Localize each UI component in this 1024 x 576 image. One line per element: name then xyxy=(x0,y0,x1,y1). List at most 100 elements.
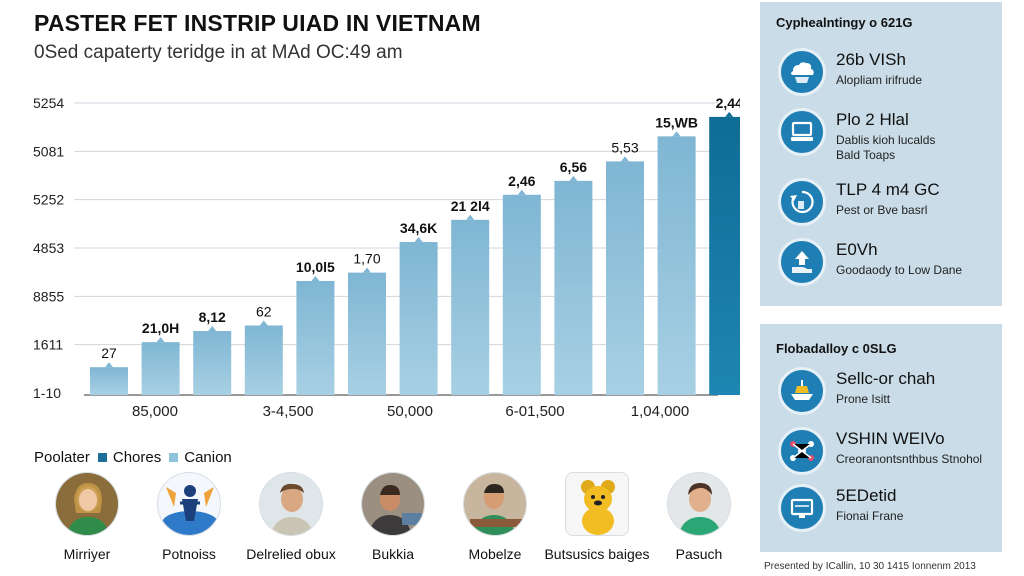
item-desc: Pest or Bve basrl xyxy=(836,203,928,217)
data-label: 5,53 xyxy=(611,139,638,155)
person-name: Mirriyer xyxy=(63,546,111,562)
data-label: 10,0l5 xyxy=(296,259,335,275)
person-card[interactable]: Bukkia xyxy=(338,470,448,562)
bar-marker xyxy=(621,156,629,162)
person-card[interactable]: Delrelied obux xyxy=(236,470,346,562)
bar-chart: 1-10 1611 8855 4853 5252 5081 5254 27 21,0H 8,12 6… xyxy=(33,95,740,420)
network-icon xyxy=(778,427,826,475)
bar xyxy=(348,272,386,395)
info-item[interactable]: Sellc-or chah Prone Isitt xyxy=(778,367,1000,419)
person-card[interactable]: Potnoiss xyxy=(134,470,244,562)
person-photo-icon xyxy=(259,472,323,536)
chart-legend: Poolater Chores Canion xyxy=(34,449,232,466)
recycle-hand-icon xyxy=(778,178,826,226)
bar-marker xyxy=(414,237,423,243)
data-label: 6,56 xyxy=(560,159,587,175)
data-label: 8,12 xyxy=(199,309,226,325)
item-desc-line: Dablis kioh lucalds xyxy=(836,133,936,147)
bar-marker xyxy=(672,131,681,137)
data-label: 2,44 xyxy=(716,95,740,111)
bar xyxy=(296,280,335,395)
person-card[interactable]: Butsusics baiges xyxy=(542,470,652,562)
info-item[interactable]: 5EDetid Fionai Frane xyxy=(778,484,1000,536)
data-label: 21 2l4 xyxy=(451,198,490,214)
info-item[interactable]: Plo 2 Hlal Dablis kioh lucalds Bald Toap… xyxy=(778,108,1000,162)
info-panel-bottom: Flobadalloy c 0SLG Sellc-or chah Prone I… xyxy=(760,324,1002,552)
bar xyxy=(709,116,740,396)
info-item[interactable]: 26b VISh Alopliam irifrude xyxy=(778,48,1000,100)
data-label: 1,70 xyxy=(353,251,380,267)
person-photo-icon xyxy=(361,472,425,536)
cloud-hand-icon xyxy=(778,48,826,96)
info-item[interactable]: TLP 4 m4 GC Pest or Bve basrl xyxy=(778,178,1000,230)
y-tick-label: 4853 xyxy=(33,240,64,256)
bar xyxy=(399,242,438,395)
data-label: 62 xyxy=(256,303,272,319)
person-card[interactable]: Mirriyer xyxy=(32,470,142,562)
person-card[interactable]: Mobelze xyxy=(440,470,550,562)
item-desc: Fionai Frane xyxy=(836,509,904,523)
info-item[interactable]: E0Vh Goodaody to Low Dane xyxy=(778,238,1000,290)
bar-marker xyxy=(259,320,268,326)
item-desc: Goodaody to Low Dane xyxy=(836,263,963,277)
bar xyxy=(554,180,593,395)
person-name: Pasuch xyxy=(675,546,723,562)
item-desc: Alopliam irifrude xyxy=(836,73,923,87)
person-name: Bukkia xyxy=(371,546,415,562)
bar xyxy=(90,367,128,395)
item-title: Plo 2 Hlal xyxy=(836,110,909,129)
person-photo-icon xyxy=(55,472,119,536)
x-tick-label: 85,000 xyxy=(132,403,178,420)
x-tick-label: 50,000 xyxy=(387,403,433,420)
bar xyxy=(244,325,283,395)
bar-marker xyxy=(517,189,526,195)
person-name: Mobelze xyxy=(468,546,522,562)
bar-marker xyxy=(311,275,320,281)
page-subtitle: 0Sed capaterty teridge in at MAd OC:49 a… xyxy=(34,42,403,63)
person-name: Potnoiss xyxy=(162,546,216,562)
plush-toy-icon xyxy=(565,472,629,536)
panel-title: Cyphealntingy o 621G xyxy=(776,15,913,30)
bar xyxy=(606,161,644,395)
bar-marker xyxy=(569,175,578,181)
item-title: VSHIN WEIVo xyxy=(836,429,945,448)
bar xyxy=(141,342,180,395)
legend-swatch-canion xyxy=(169,453,179,462)
info-item[interactable]: VSHIN WEIVo Creoranontsnthbus Stnohol xyxy=(778,427,1000,479)
bar-marker xyxy=(725,111,734,117)
item-title: E0Vh xyxy=(836,240,878,259)
people-row: Mirriyer Potnoiss Delrelied obux Bukkia … xyxy=(20,470,740,570)
bar-marker xyxy=(208,326,217,332)
item-desc: Creoranontsnthbus Stnohol xyxy=(836,452,983,466)
person-card[interactable]: Pasuch xyxy=(644,470,754,562)
bar xyxy=(451,219,490,395)
y-tick-label: 8855 xyxy=(33,288,64,304)
y-tick-label: 1611 xyxy=(33,337,63,353)
x-tick-label: 3-4,500 xyxy=(263,403,314,420)
data-label: 2,46 xyxy=(508,173,535,189)
item-desc: Prone Isitt xyxy=(836,392,891,406)
item-title: Sellc-or chah xyxy=(836,369,936,388)
ship-icon xyxy=(778,367,826,415)
item-desc-line: Bald Toaps xyxy=(836,148,896,162)
bar xyxy=(657,136,696,395)
person-name: Delrelied obux xyxy=(246,546,336,562)
y-tick-label: 1-10 xyxy=(33,385,61,401)
legend-prefix: Poolater xyxy=(34,449,90,466)
bar-marker xyxy=(363,267,371,273)
bar-marker xyxy=(105,362,113,368)
figure-photo-icon xyxy=(157,472,221,536)
info-panel-top: Cyphealntingy o 621G 26b VISh Alopliam i… xyxy=(760,2,1002,306)
bar-marker xyxy=(466,214,475,220)
y-tick-label: 5254 xyxy=(33,95,64,111)
item-title: TLP 4 m4 GC xyxy=(836,180,940,199)
bar xyxy=(193,331,232,395)
person-photo-icon xyxy=(463,472,527,536)
person-name: Butsusics baiges xyxy=(544,546,650,562)
upload-hand-icon xyxy=(778,238,826,286)
data-label: 15,WB xyxy=(655,114,698,130)
data-label: 21,0H xyxy=(142,320,179,336)
data-label: 34,6K xyxy=(400,220,437,236)
item-title: 5EDetid xyxy=(836,486,897,505)
data-label: 27 xyxy=(101,345,117,361)
